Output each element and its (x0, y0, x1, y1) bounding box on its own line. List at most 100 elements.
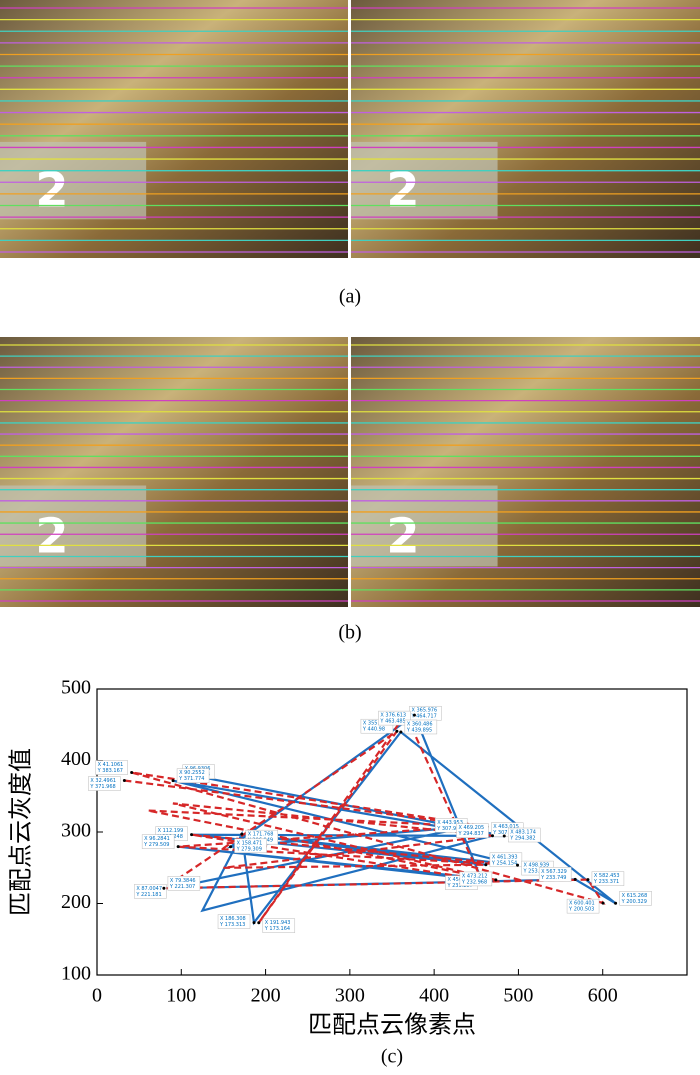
data-tip-point (484, 863, 488, 867)
data-tip-point (122, 779, 126, 783)
x-tick-label: 500 (503, 985, 533, 1007)
photo-digit: 2 (35, 509, 68, 565)
data-tip-y: Y 294.837 (457, 831, 483, 837)
data-tip-box (262, 918, 296, 933)
data-tip-point (395, 729, 399, 733)
x-axis-label: 匹配点云像素点 (308, 1011, 476, 1039)
photo-digit: 2 (386, 163, 419, 219)
photo-region (351, 485, 498, 567)
data-tip-y: Y 294.382 (509, 836, 535, 842)
data-tip-y: Y 463.485 (379, 719, 405, 725)
data-tip-box (95, 760, 128, 775)
data-tip-point (614, 901, 618, 905)
photo-region (0, 485, 147, 567)
data-tip-point (257, 921, 261, 925)
data-tip-point (399, 730, 403, 734)
photo-region (0, 141, 147, 220)
x-tick-label: 400 (419, 985, 449, 1007)
photo-region (351, 141, 498, 220)
data-tip-y: Y 200.329 (621, 899, 647, 905)
data-tip-x: X 360.486 (407, 721, 433, 727)
data-tip-box (507, 827, 541, 843)
data-tip-x: X 158.471 (237, 840, 263, 846)
data-tip-y: Y 307.989 (436, 826, 462, 832)
data-tip-point (516, 863, 520, 867)
data-tip-point (190, 833, 194, 837)
data-tip-x: X 96.2841 (144, 836, 170, 842)
data-tip-y: Y 173.313 (219, 922, 245, 928)
data-tip-x: X 112.199 (158, 828, 184, 834)
data-tip-box (378, 710, 411, 726)
data-tip-point (171, 779, 175, 783)
data-tip-x: X 469.205 (458, 825, 484, 831)
data-tip-point (252, 921, 256, 925)
data-tip-x: X 473.212 (462, 873, 488, 879)
x-tick-label: 200 (251, 985, 281, 1007)
match-polyline (124, 712, 606, 924)
data-tip-y: Y 440.98 (362, 727, 385, 733)
data-tip-x: X 461.393 (492, 854, 518, 860)
data-tip-box (141, 834, 175, 849)
data-tip-box (619, 891, 652, 906)
data-tip-point (162, 886, 166, 890)
y-tick-label: 100 (61, 963, 91, 985)
data-tip-box (489, 852, 523, 868)
data-tip-x: X 32.4961 (90, 778, 116, 784)
data-tip-x: X 443.953 (437, 820, 463, 826)
x-tick-label: 300 (335, 985, 365, 1007)
data-tip-point (573, 877, 577, 881)
data-tip-point (130, 771, 134, 775)
data-tip-box (566, 898, 600, 914)
photo (0, 0, 348, 258)
x-tick-label: 100 (166, 985, 196, 1007)
data-tip-x: X 600.401 (569, 901, 595, 907)
data-tip-y: Y 371.968 (89, 784, 115, 790)
data-tip-x: X 79.3846 (170, 878, 196, 884)
photo-panels: 2 2 2 2 (0, 0, 700, 607)
photo (351, 0, 700, 258)
data-tip-x: X 171.768 (248, 832, 274, 838)
y-tick-label: 500 (61, 677, 91, 699)
data-tip-x: X 191.943 (265, 920, 291, 926)
y-axis-label: 匹配点云灰度值 (7, 748, 35, 916)
y-tick-label: 300 (61, 820, 91, 842)
data-tip-box (88, 776, 121, 791)
data-tip-point (586, 878, 590, 882)
data-tip-x: X 355.817 (363, 721, 389, 727)
x-tick-label: 600 (588, 985, 618, 1007)
data-tip-y: Y 279.509 (143, 842, 169, 848)
data-tip-x: X 376.613 (380, 713, 406, 719)
data-tip-box (404, 719, 438, 735)
data-tip-y: Y 221.181 (135, 892, 161, 898)
data-tip-x: X 567.329 (541, 869, 567, 875)
data-tip-point (240, 832, 244, 836)
data-tip-y: Y 233.371 (593, 879, 619, 885)
data-tip-x: X 41.1061 (98, 762, 124, 768)
data-tip-y: Y 233.287 (446, 883, 472, 889)
data-tip-box (459, 871, 493, 887)
data-tip-box (456, 823, 489, 838)
y-tick-label: 200 (61, 891, 91, 913)
y-tick-label: 400 (61, 748, 91, 770)
data-tip-y: Y 279.309 (236, 846, 262, 852)
data-tip-box (591, 871, 625, 886)
data-tip-point (176, 845, 180, 849)
data-tip-box (538, 867, 572, 882)
data-tip-y: Y 253.731 (523, 869, 549, 875)
data-tip-box (234, 838, 267, 854)
data-tip-y: Y 383.167 (97, 768, 123, 774)
data-tip-y: Y 232.968 (461, 879, 487, 885)
x-tick-label: 0 (92, 985, 102, 1007)
data-tip-box (176, 768, 210, 783)
data-tip-box (167, 876, 201, 891)
data-tip-point (601, 901, 605, 905)
data-tip-x: X 615.268 (622, 893, 648, 899)
data-tip-x: X 498.939 (524, 863, 550, 869)
data-tip-box (134, 884, 167, 899)
data-tip-x: X 365.976 (411, 708, 437, 714)
data-tip-point (494, 878, 498, 882)
data-tip-x: X 90.2552 (179, 770, 205, 776)
photo-digit: 2 (35, 163, 68, 219)
data-tip-y: Y 200.503 (568, 907, 594, 913)
